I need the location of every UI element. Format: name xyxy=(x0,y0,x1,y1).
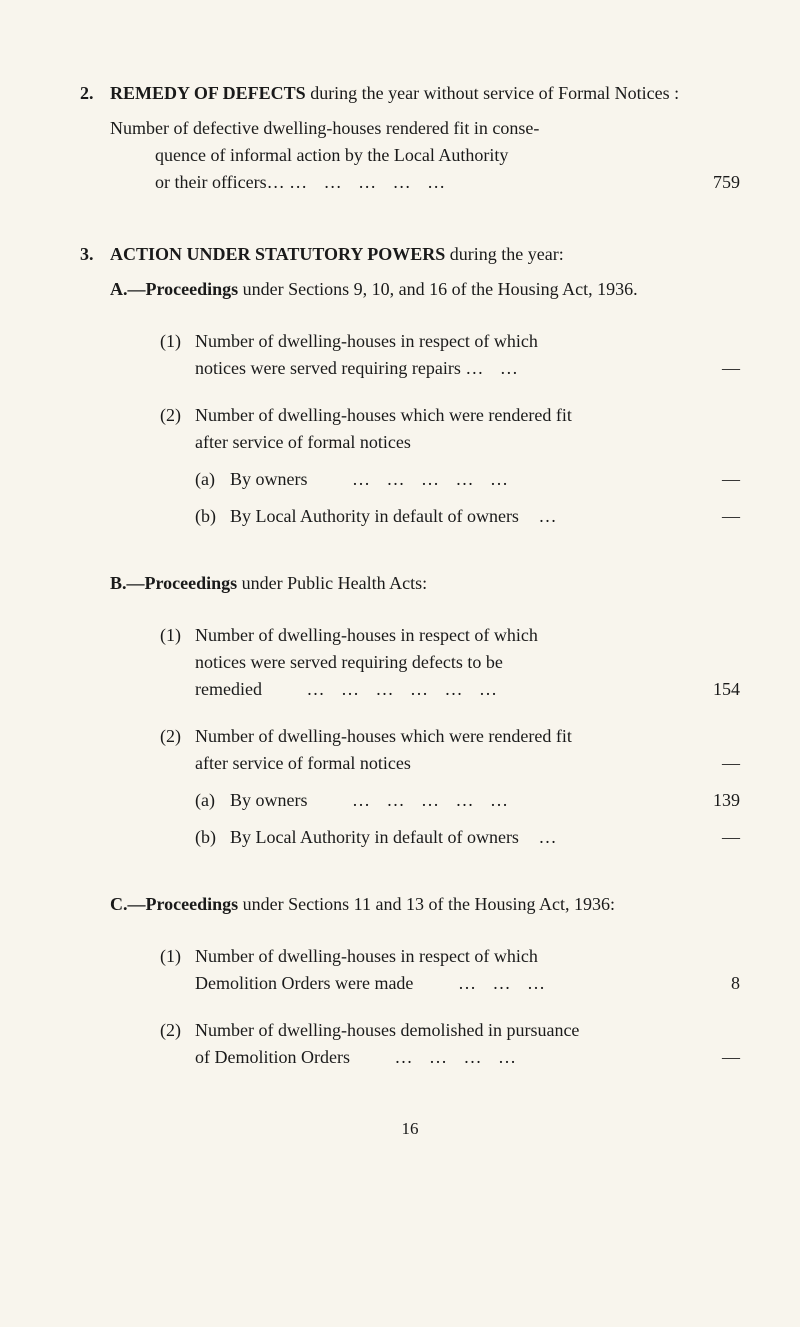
section-3: 3. ACTION UNDER STATUTORY POWERS during … xyxy=(80,241,740,1071)
c-item-1-value: 8 xyxy=(690,970,740,997)
b-item-2b: (b) By Local Authority in default of own… xyxy=(195,824,740,851)
b-item-2a-value: 139 xyxy=(690,787,740,814)
subsection-c-header: C.—Proceedings under Sections 11 and 13 … xyxy=(110,891,740,918)
c-item-2-value: — xyxy=(690,1044,740,1071)
section-3-title-bold: ACTION UNDER STATUTORY POWERS xyxy=(110,244,445,264)
section-2-num: 2. xyxy=(80,80,110,107)
a-item-2b-value: — xyxy=(690,503,740,530)
subsection-a-header: A.—Proceedings under Sections 9, 10, and… xyxy=(110,276,740,303)
b-item-2b-value: — xyxy=(690,824,740,851)
section-2-value: 759 xyxy=(690,169,740,196)
a-item-1-value: — xyxy=(690,355,740,382)
section-3-title: ACTION UNDER STATUTORY POWERS during the… xyxy=(110,241,740,268)
section-3-num: 3. xyxy=(80,241,110,268)
c-item-1: (1) Number of dwelling-houses in respect… xyxy=(160,943,740,997)
a-item-1: (1) Number of dwelling-houses in respect… xyxy=(160,328,740,382)
a-item-2: (2) Number of dwelling-houses which were… xyxy=(160,402,740,530)
section-3-title-rest: during the year: xyxy=(445,244,563,264)
subsection-b: B.—Proceedings under Public Health Acts:… xyxy=(110,570,740,851)
section-2-header: 2. REMEDY OF DEFECTS during the year wit… xyxy=(80,80,740,107)
subsection-c: C.—Proceedings under Sections 11 and 13 … xyxy=(110,891,740,1071)
section-2-line2: quence of informal action by the Local A… xyxy=(155,142,740,169)
b-item-1: (1) Number of dwelling-houses in respect… xyxy=(160,622,740,703)
section-3-header: 3. ACTION UNDER STATUTORY POWERS during … xyxy=(80,241,740,268)
section-2: 2. REMEDY OF DEFECTS during the year wit… xyxy=(80,80,740,196)
subsection-b-header: B.—Proceedings under Public Health Acts: xyxy=(110,570,740,597)
a-item-2a-value: — xyxy=(690,466,740,493)
a-item-2a: (a) By owners … … … … … — xyxy=(195,466,740,493)
section-2-line1: Number of defective dwelling-houses rend… xyxy=(110,115,740,142)
section-2-line3: or their officers… … … … … … 759 xyxy=(155,169,740,196)
section-2-title-bold: REMEDY OF DEFECTS xyxy=(110,83,306,103)
section-2-title-rest: during the year without service of Forma… xyxy=(306,83,679,103)
b-item-2a: (a) By owners … … … … … 139 xyxy=(195,787,740,814)
section-2-title: REMEDY OF DEFECTS during the year withou… xyxy=(110,80,740,107)
a-item-2b: (b) By Local Authority in default of own… xyxy=(195,503,740,530)
subsection-a: A.—Proceedings under Sections 9, 10, and… xyxy=(110,276,740,530)
b-item-1-value: 154 xyxy=(690,676,740,703)
c-item-2: (2) Number of dwelling-houses demolished… xyxy=(160,1017,740,1071)
b-item-2: (2) Number of dwelling-houses which were… xyxy=(160,723,740,851)
b-item-2-value: — xyxy=(690,750,740,777)
page-number: 16 xyxy=(80,1116,740,1142)
